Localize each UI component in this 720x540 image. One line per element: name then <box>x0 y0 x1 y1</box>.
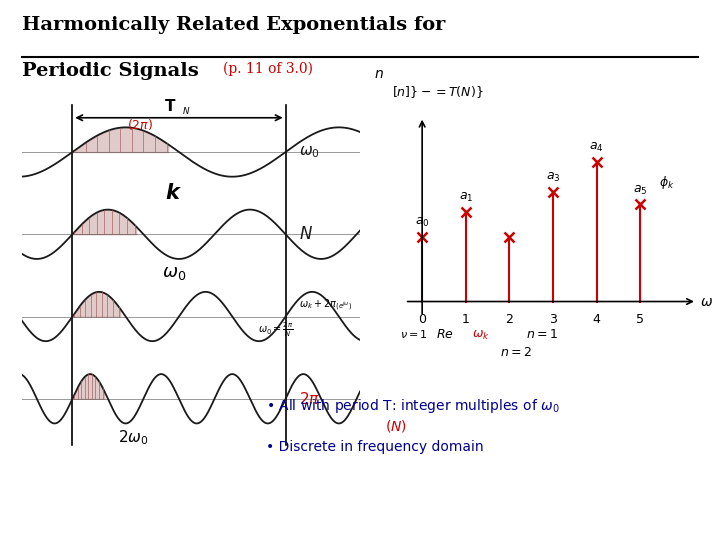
Text: Harmonically Related Exponentials for: Harmonically Related Exponentials for <box>22 16 445 34</box>
Text: $\omega$: $\omega$ <box>701 294 714 308</box>
Text: $n = 2$: $n = 2$ <box>500 346 532 360</box>
Text: 4: 4 <box>593 313 600 326</box>
Text: $\nu=1$: $\nu=1$ <box>400 327 428 340</box>
Text: $_N$: $_N$ <box>182 104 191 117</box>
Text: $\omega_k + 2\pi_{(e^{j\omega})}$: $\omega_k + 2\pi_{(e^{j\omega})}$ <box>299 298 352 313</box>
Text: $n = 1$: $n = 1$ <box>526 327 557 341</box>
Text: 1: 1 <box>462 313 469 326</box>
Text: $N$: $N$ <box>299 225 313 244</box>
Text: 3: 3 <box>549 313 557 326</box>
Text: $\omega_k$: $\omega_k$ <box>472 328 490 342</box>
Text: $\omega_0$: $\omega_0$ <box>162 264 186 282</box>
Text: 0: 0 <box>418 313 426 326</box>
Text: 2: 2 <box>505 313 513 326</box>
Text: T: T <box>166 99 176 114</box>
Text: $a_3$: $a_3$ <box>546 171 560 184</box>
Text: 5: 5 <box>636 313 644 326</box>
Text: $2\pi$: $2\pi$ <box>299 391 320 407</box>
Text: $\boldsymbol{k}$: $\boldsymbol{k}$ <box>166 183 182 203</box>
Text: $(N)$: $(N)$ <box>385 418 408 435</box>
Text: $\omega_0$: $\omega_0$ <box>299 144 320 160</box>
Text: $a_0$: $a_0$ <box>415 216 430 229</box>
Text: • All with period T: integer multiples of $\omega_0$: • All with period T: integer multiples o… <box>266 397 560 415</box>
Text: $(2\pi)$: $(2\pi)$ <box>127 117 153 132</box>
Text: • Discrete in frequency domain: • Discrete in frequency domain <box>266 440 484 454</box>
Text: $[n]\} - = T(N)\}$: $[n]\} - = T(N)\}$ <box>392 84 484 100</box>
Text: $a_1$: $a_1$ <box>459 191 473 204</box>
Text: $a_4$: $a_4$ <box>589 141 604 154</box>
Text: $\phi_k$: $\phi_k$ <box>659 174 674 191</box>
Text: $\omega_0 = \frac{2\pi}{N}$: $\omega_0 = \frac{2\pi}{N}$ <box>258 321 294 339</box>
Text: Periodic Signals: Periodic Signals <box>22 62 198 80</box>
Text: $2\omega_0$: $2\omega_0$ <box>118 428 148 447</box>
Text: (p. 11 of 3.0): (p. 11 of 3.0) <box>223 62 313 77</box>
Text: $Re$: $Re$ <box>436 327 454 341</box>
Text: $a_5$: $a_5$ <box>633 184 647 197</box>
Text: $n$: $n$ <box>374 68 384 82</box>
